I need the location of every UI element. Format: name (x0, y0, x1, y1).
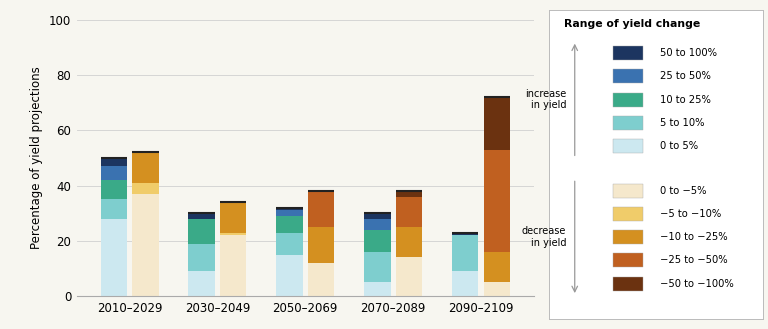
Text: 5 to 10%: 5 to 10% (660, 118, 705, 128)
Bar (364, 219, 390, 230)
Bar (276, 208, 303, 211)
Bar (396, 227, 422, 257)
Bar (452, 235, 478, 271)
Text: −25 to −50%: −25 to −50% (660, 255, 728, 266)
Bar (132, 194, 158, 296)
Bar (364, 213, 390, 219)
Bar (364, 252, 390, 282)
Bar (276, 233, 303, 255)
Bar (220, 233, 247, 235)
Bar (613, 253, 643, 267)
Bar (364, 282, 390, 296)
Bar (220, 235, 247, 296)
Text: −10 to −25%: −10 to −25% (660, 232, 728, 242)
Bar (613, 69, 643, 83)
Bar (613, 46, 643, 60)
Bar (276, 211, 303, 216)
Bar (101, 166, 127, 180)
Bar (452, 271, 478, 296)
Bar (613, 139, 643, 153)
Bar (101, 199, 127, 219)
Bar (308, 227, 334, 263)
Bar (308, 191, 334, 227)
Text: 0 to 5%: 0 to 5% (660, 141, 698, 151)
Text: 25 to 50%: 25 to 50% (660, 71, 711, 81)
Bar (396, 191, 422, 197)
Bar (188, 213, 215, 219)
Bar (132, 152, 158, 183)
Bar (364, 230, 390, 252)
Bar (396, 257, 422, 296)
Text: −5 to −10%: −5 to −10% (660, 209, 721, 219)
Text: −50 to −100%: −50 to −100% (660, 279, 734, 289)
Bar (613, 92, 643, 107)
Bar (613, 230, 643, 244)
Bar (613, 184, 643, 198)
Bar (396, 197, 422, 227)
Bar (276, 255, 303, 296)
Bar (101, 158, 127, 166)
Text: Range of yield change: Range of yield change (564, 19, 700, 29)
Bar (613, 207, 643, 221)
Bar (484, 252, 510, 282)
Text: 50 to 100%: 50 to 100% (660, 48, 717, 58)
Bar (132, 183, 158, 194)
Y-axis label: Percentage of yield projections: Percentage of yield projections (31, 66, 44, 249)
Bar (220, 202, 247, 233)
Bar (188, 271, 215, 296)
Bar (276, 216, 303, 233)
Bar (484, 97, 510, 150)
Text: increase
in yield: increase in yield (525, 89, 566, 110)
Bar (613, 277, 643, 291)
Bar (484, 282, 510, 296)
Text: 0 to −5%: 0 to −5% (660, 186, 707, 196)
Text: decrease
in yield: decrease in yield (521, 226, 566, 248)
Bar (452, 233, 478, 235)
Bar (101, 180, 127, 199)
Text: 10 to 25%: 10 to 25% (660, 94, 711, 105)
Bar (308, 263, 334, 296)
Bar (613, 116, 643, 130)
Bar (188, 219, 215, 243)
Bar (101, 219, 127, 296)
Bar (188, 243, 215, 271)
Bar (484, 150, 510, 252)
